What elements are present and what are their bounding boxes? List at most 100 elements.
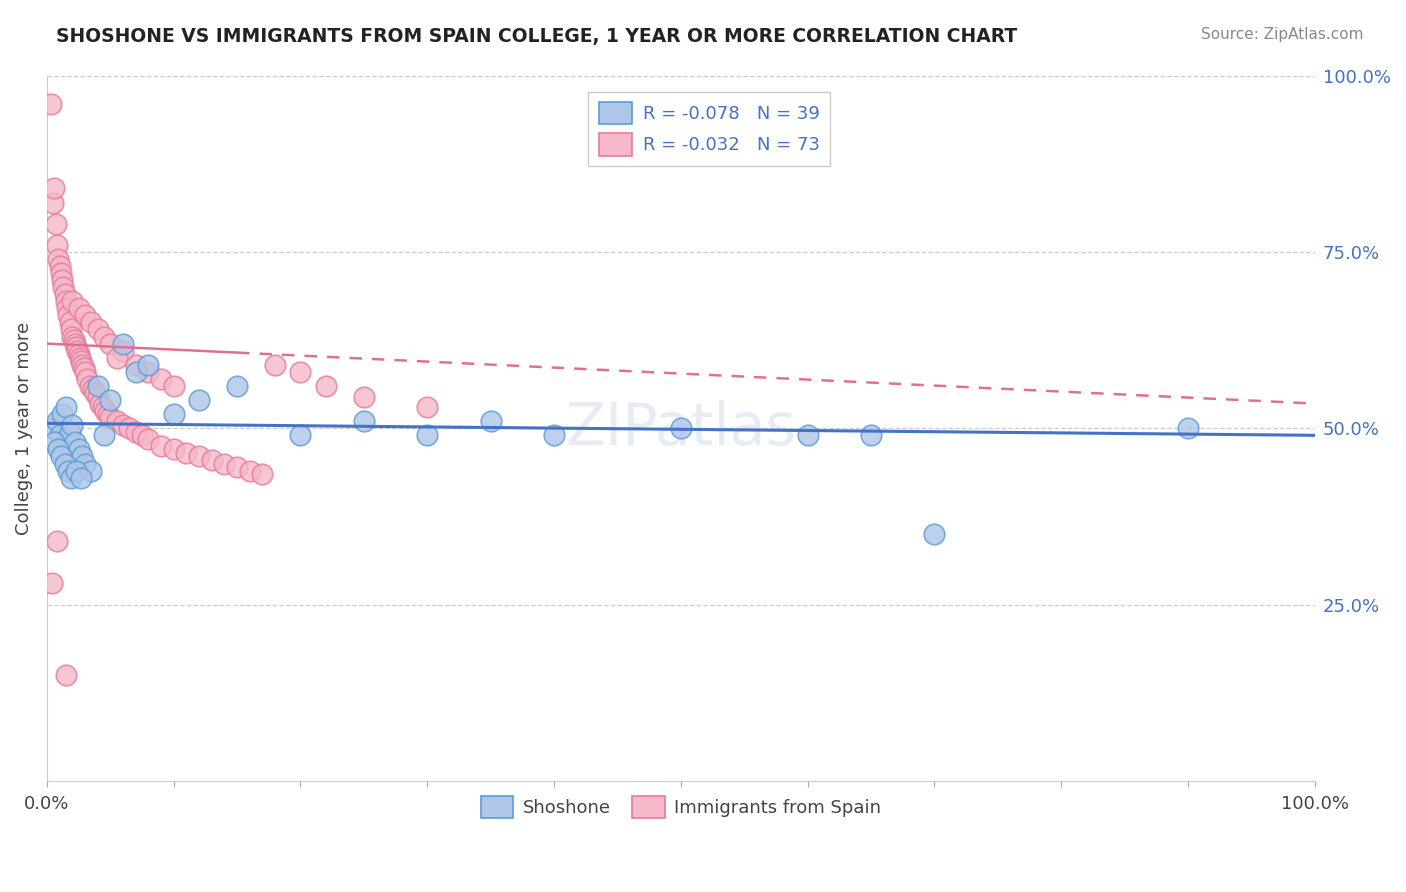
Point — [42, 421, 65, 435]
Point — [163, 407, 186, 421]
Point — [86, 322, 108, 336]
Point — [70, 354, 93, 368]
Point — [150, 372, 173, 386]
Point — [60, 417, 83, 432]
Point — [176, 446, 198, 460]
Point — [98, 336, 121, 351]
Point — [80, 315, 103, 329]
Point — [105, 414, 128, 428]
Point — [73, 457, 96, 471]
Point — [124, 365, 146, 379]
Point — [214, 457, 236, 471]
Point — [82, 383, 104, 397]
Point — [111, 336, 134, 351]
Point — [58, 309, 80, 323]
Legend: Shoshone, Immigrants from Spain: Shoshone, Immigrants from Spain — [474, 789, 887, 825]
Point — [59, 322, 82, 336]
Point — [290, 428, 312, 442]
Point — [86, 390, 108, 404]
Point — [111, 343, 134, 358]
Point — [150, 439, 173, 453]
Point — [479, 414, 502, 428]
Point — [59, 425, 82, 439]
Point — [58, 464, 80, 478]
Point — [46, 414, 69, 428]
Point — [669, 421, 692, 435]
Point — [188, 450, 211, 464]
Point — [55, 668, 77, 682]
Point — [796, 428, 818, 442]
Point — [72, 450, 94, 464]
Point — [131, 428, 153, 442]
Text: ZIPatlas: ZIPatlas — [565, 400, 796, 457]
Point — [73, 365, 96, 379]
Point — [46, 237, 69, 252]
Point — [124, 358, 146, 372]
Point — [264, 358, 287, 372]
Point — [105, 351, 128, 365]
Point — [315, 379, 337, 393]
Point — [226, 460, 249, 475]
Point — [73, 309, 96, 323]
Point — [136, 365, 159, 379]
Point — [65, 340, 87, 354]
Point — [136, 432, 159, 446]
Point — [353, 414, 375, 428]
Point — [136, 358, 159, 372]
Point — [56, 301, 79, 316]
Point — [91, 400, 114, 414]
Point — [86, 379, 108, 393]
Point — [44, 181, 66, 195]
Point — [42, 195, 65, 210]
Y-axis label: College, 1 year or more: College, 1 year or more — [15, 322, 32, 535]
Point — [353, 390, 375, 404]
Point — [48, 428, 70, 442]
Point — [49, 450, 72, 464]
Point — [70, 470, 93, 484]
Point — [124, 425, 146, 439]
Point — [46, 252, 69, 266]
Point — [53, 287, 76, 301]
Point — [924, 527, 946, 541]
Point — [416, 400, 439, 414]
Point — [79, 379, 101, 393]
Point — [290, 365, 312, 379]
Point — [416, 428, 439, 442]
Point — [51, 273, 73, 287]
Point — [69, 351, 91, 365]
Point — [55, 400, 77, 414]
Point — [51, 407, 73, 421]
Point — [46, 534, 69, 549]
Point — [201, 453, 224, 467]
Point — [45, 217, 67, 231]
Point — [111, 417, 134, 432]
Point — [226, 379, 249, 393]
Point — [39, 96, 62, 111]
Point — [1177, 421, 1199, 435]
Point — [46, 442, 69, 457]
Point — [76, 372, 98, 386]
Point — [80, 464, 103, 478]
Point — [118, 421, 141, 435]
Point — [60, 329, 83, 343]
Point — [93, 329, 115, 343]
Point — [98, 410, 121, 425]
Point — [60, 294, 83, 309]
Point — [72, 358, 94, 372]
Point — [93, 428, 115, 442]
Point — [67, 301, 90, 316]
Point — [59, 315, 82, 329]
Point — [163, 442, 186, 457]
Point — [188, 392, 211, 407]
Point — [239, 464, 262, 478]
Point — [859, 428, 882, 442]
Point — [63, 336, 86, 351]
Point — [59, 470, 82, 484]
Point — [49, 266, 72, 280]
Point — [98, 392, 121, 407]
Point — [55, 294, 77, 309]
Point — [44, 435, 66, 450]
Point — [52, 280, 75, 294]
Point — [543, 428, 565, 442]
Point — [97, 407, 120, 421]
